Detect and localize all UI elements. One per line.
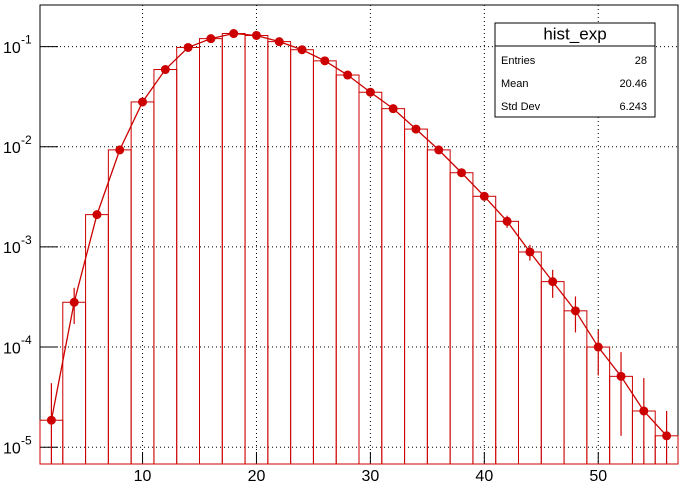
marker [46, 415, 56, 425]
stats-label: Std Dev [501, 101, 541, 113]
bin [449, 172, 474, 465]
y-tick-label: 10 [3, 340, 21, 357]
marker [525, 247, 535, 257]
y-tick-exponent: -4 [21, 333, 32, 347]
y-tick-label: 10 [3, 440, 21, 457]
marker [92, 210, 102, 220]
marker [251, 30, 261, 40]
marker [639, 406, 649, 416]
x-tick-label: 40 [475, 468, 493, 485]
bin [563, 310, 588, 465]
marker [502, 216, 512, 226]
marker [479, 191, 489, 201]
bin [358, 91, 383, 465]
bin [107, 149, 132, 465]
marker [548, 277, 558, 287]
bin [404, 128, 428, 465]
bin [472, 195, 497, 465]
marker [457, 168, 467, 178]
bin [290, 49, 314, 465]
marker [138, 97, 148, 107]
x-tick-label: 20 [248, 468, 266, 485]
y-tick-exponent: -3 [21, 233, 32, 247]
marker [570, 306, 580, 316]
bin [221, 33, 246, 465]
y-tick-label: 10 [3, 40, 21, 57]
marker [69, 297, 79, 307]
bin [199, 38, 223, 465]
marker [616, 371, 626, 381]
marker [411, 124, 421, 134]
marker [320, 56, 330, 66]
x-tick-label: 10 [134, 468, 152, 485]
bin [426, 149, 451, 465]
marker [160, 65, 170, 75]
stats-label: Entries [501, 55, 536, 67]
bin [176, 46, 200, 465]
marker [183, 42, 193, 52]
stats-value: 20.46 [619, 78, 647, 90]
stats-frame [494, 22, 656, 118]
stats-title: hist_exp [543, 24, 606, 43]
marker [365, 87, 375, 97]
bin [62, 301, 87, 465]
bin [312, 60, 337, 465]
bin [85, 214, 109, 465]
bin [518, 251, 542, 465]
y-tick-exponent: -5 [21, 433, 32, 447]
marker [434, 145, 444, 155]
bin [335, 74, 360, 465]
y-tick-label: 10 [3, 240, 21, 257]
marker [593, 342, 603, 352]
bin [540, 281, 565, 465]
marker [297, 45, 307, 55]
stats-value: 6.243 [619, 101, 647, 113]
stats-label: Mean [501, 78, 529, 90]
y-tick-label: 10 [3, 140, 21, 157]
marker [662, 431, 672, 441]
curve [50, 32, 668, 437]
stats-box: hist_exp Entries 28 Mean 20.46 Std Dev 6.243 [494, 22, 656, 118]
marker [274, 37, 284, 47]
marker [115, 145, 125, 155]
bin [381, 108, 406, 465]
x-tick-label: 50 [589, 468, 607, 485]
y-tick-exponent: -2 [21, 133, 32, 147]
stats-value: 28 [635, 55, 647, 67]
marker [388, 104, 398, 114]
marker [206, 34, 216, 44]
bin [153, 69, 178, 465]
y-tick-exponent: -1 [21, 33, 32, 47]
bin [495, 220, 520, 465]
x-tick-label: 30 [361, 468, 379, 485]
marker [229, 29, 239, 39]
bin [267, 41, 292, 465]
marker [343, 70, 353, 80]
